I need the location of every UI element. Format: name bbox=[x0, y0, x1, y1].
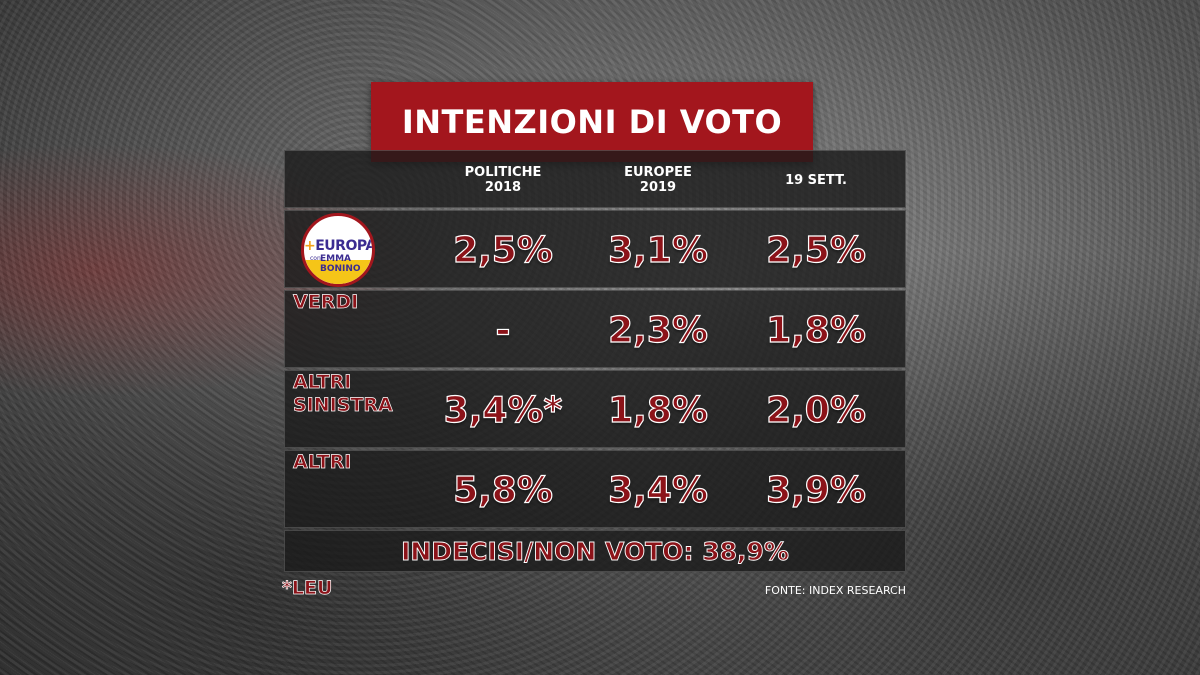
undecided-text: INDECISI/NON VOTO: 38,9% bbox=[401, 536, 790, 566]
value-cell: 3,4% bbox=[607, 469, 708, 511]
logo-name-line: EMMA bbox=[320, 254, 352, 264]
value-cell: 2,5% bbox=[765, 229, 866, 271]
column-header-line: POLITICHE bbox=[464, 165, 542, 180]
value-cell: 2,5% bbox=[452, 229, 553, 271]
column-header-line: 2018 bbox=[484, 180, 522, 195]
logo-plus: + bbox=[304, 238, 316, 254]
logo-brand-word: +EUROPA bbox=[304, 238, 372, 254]
undecided-footer: INDECISI/NON VOTO: 38,9% bbox=[284, 530, 906, 572]
logo-con: con bbox=[310, 255, 321, 262]
value-cell: - bbox=[495, 309, 511, 351]
chart-title: INTENZIONI DI VOTO bbox=[371, 82, 813, 162]
row-label: VERDI bbox=[293, 291, 433, 369]
column-header-line: 2019 bbox=[639, 180, 677, 195]
table-row: +EUROPA con EMMA BONINO 2,5% 3,1% 2,5% bbox=[284, 210, 906, 288]
piu-europa-logo: +EUROPA con EMMA BONINO bbox=[301, 213, 375, 287]
table-row: ALTRI 5,8% 3,4% 3,9% bbox=[284, 450, 906, 528]
value-cell: 3,1% bbox=[607, 229, 708, 271]
chart-title-text: INTENZIONI DI VOTO bbox=[401, 103, 783, 141]
footnote: *LEU bbox=[282, 577, 333, 600]
column-header-line: 19 SETT. bbox=[785, 172, 847, 188]
value-cell: 2,0% bbox=[765, 389, 866, 431]
logo-sun-shape bbox=[304, 259, 372, 284]
column-header: 19 SETT. bbox=[741, 151, 891, 209]
column-header-line: EUROPEE bbox=[624, 165, 692, 180]
row-label: ALTRI SINISTRA bbox=[293, 371, 433, 449]
table-row: VERDI - 2,3% 1,8% bbox=[284, 290, 906, 368]
row-label-line: ALTRI bbox=[293, 371, 352, 394]
row-label-line: SINISTRA bbox=[293, 394, 393, 417]
value-cell: 2,3% bbox=[607, 309, 708, 351]
value-cell: 1,8% bbox=[607, 389, 708, 431]
value-cell: 1,8% bbox=[765, 309, 866, 351]
value-cell: 5,8% bbox=[452, 469, 553, 511]
column-header: EUROPEE 2019 bbox=[583, 151, 733, 209]
value-cell: 3,4%* bbox=[443, 389, 563, 431]
source-credit: FONTE: INDEX RESEARCH bbox=[764, 584, 906, 597]
row-label: ALTRI bbox=[293, 451, 433, 529]
table-row: ALTRI SINISTRA 3,4%* 1,8% 2,0% bbox=[284, 370, 906, 448]
value-cell: 3,9% bbox=[765, 469, 866, 511]
column-header: POLITICHE 2018 bbox=[428, 151, 578, 209]
row-label-line: VERDI bbox=[293, 291, 359, 314]
logo-europa: EUROPA bbox=[315, 238, 375, 254]
table-header-row: POLITICHE 2018 EUROPEE 2019 19 SETT. bbox=[284, 150, 906, 208]
logo-name: EMMA BONINO bbox=[320, 254, 372, 274]
row-label-line: ALTRI bbox=[293, 451, 352, 474]
logo-name-line: BONINO bbox=[320, 264, 361, 274]
